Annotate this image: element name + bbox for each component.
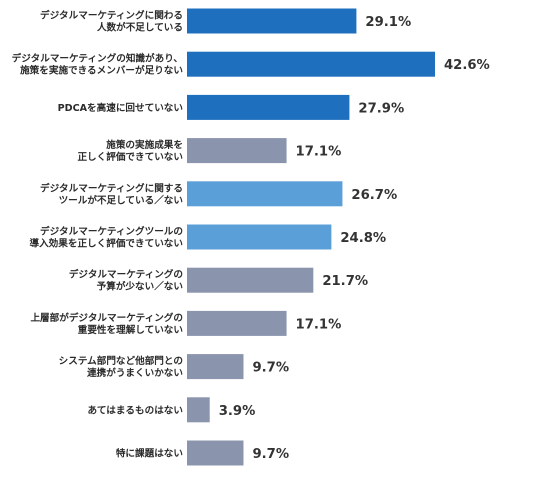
bar <box>187 310 287 336</box>
category-label-line: 特に課題はない <box>116 448 184 460</box>
category-label: デジタルマーケティングに関わる人数が不足している <box>40 10 183 34</box>
category-label: デジタルマーケティングに関するツールが不足している／ない <box>40 182 183 206</box>
category-label: あてはまるものはない <box>87 404 183 416</box>
bar <box>187 224 332 250</box>
value-label: 24.8% <box>340 231 386 246</box>
value-label: 26.7% <box>351 188 397 203</box>
category-label-line: 人数が不足している <box>97 22 183 34</box>
category-label: PDCAを高速に回せていない <box>58 102 184 114</box>
bar <box>187 51 435 77</box>
value-label: 21.7% <box>322 274 368 289</box>
bar <box>187 354 244 380</box>
category-label: 施策の実施成果を正しく評価できていない <box>77 139 183 163</box>
category-label-line: 上層部がデジタルマーケティングの <box>30 312 183 324</box>
value-label: 27.9% <box>358 101 404 116</box>
category-label-line: デジタルマーケティングに関する <box>40 182 183 194</box>
value-label: 42.6% <box>444 58 490 73</box>
bar <box>187 267 314 293</box>
category-label: 上層部がデジタルマーケティングの重要性を理解していない <box>30 312 183 336</box>
category-label-line: ツールが不足している／ない <box>59 194 184 206</box>
category-label: デジタルマーケティングの知識があり、施策を実施できるメンバーが足りない <box>12 53 184 77</box>
value-label: 29.1% <box>365 15 411 30</box>
category-label: 特に課題はない <box>116 448 184 460</box>
bar <box>187 440 244 466</box>
category-label-line: 連携がうまくいかない <box>87 367 183 379</box>
category-label: デジタルマーケティングの予算が少ない／ない <box>69 269 184 293</box>
category-label-line: 正しく評価できていない <box>77 151 183 163</box>
value-label: 17.1% <box>296 145 342 160</box>
category-label-line: デジタルマーケティングに関わる <box>40 10 183 22</box>
category-label-line: 施策の実施成果を <box>106 139 183 151</box>
category-label: デジタルマーケティングツールの導入効果を正しく評価できていない <box>30 226 184 250</box>
category-label-line: 予算が少ない／ない <box>97 281 184 293</box>
category-label: システム部門など他部門との連携がうまくいかない <box>59 355 184 379</box>
value-label: 9.7% <box>252 447 289 462</box>
value-label: 9.7% <box>252 361 289 376</box>
category-label-line: 導入効果を正しく評価できていない <box>30 238 184 250</box>
bar <box>187 181 343 207</box>
bar <box>187 94 350 120</box>
category-label-line: デジタルマーケティングツールの <box>40 226 183 238</box>
category-label-line: デジタルマーケティングの <box>69 269 183 281</box>
category-label-line: 重要性を理解していない <box>78 324 184 336</box>
category-label-line: デジタルマーケティングの知識があり、 <box>12 53 183 65</box>
category-label-line: 施策を実施できるメンバーが足りない <box>20 65 183 77</box>
bar <box>187 138 287 164</box>
category-label-line: システム部門など他部門との <box>59 355 183 367</box>
value-label: 17.1% <box>296 317 342 332</box>
category-label-line: あてはまるものはない <box>87 404 183 416</box>
category-label-line: PDCAを高速に回せていない <box>58 102 184 114</box>
bar <box>187 397 210 423</box>
bar <box>187 8 357 34</box>
value-label: 3.9% <box>219 404 256 419</box>
